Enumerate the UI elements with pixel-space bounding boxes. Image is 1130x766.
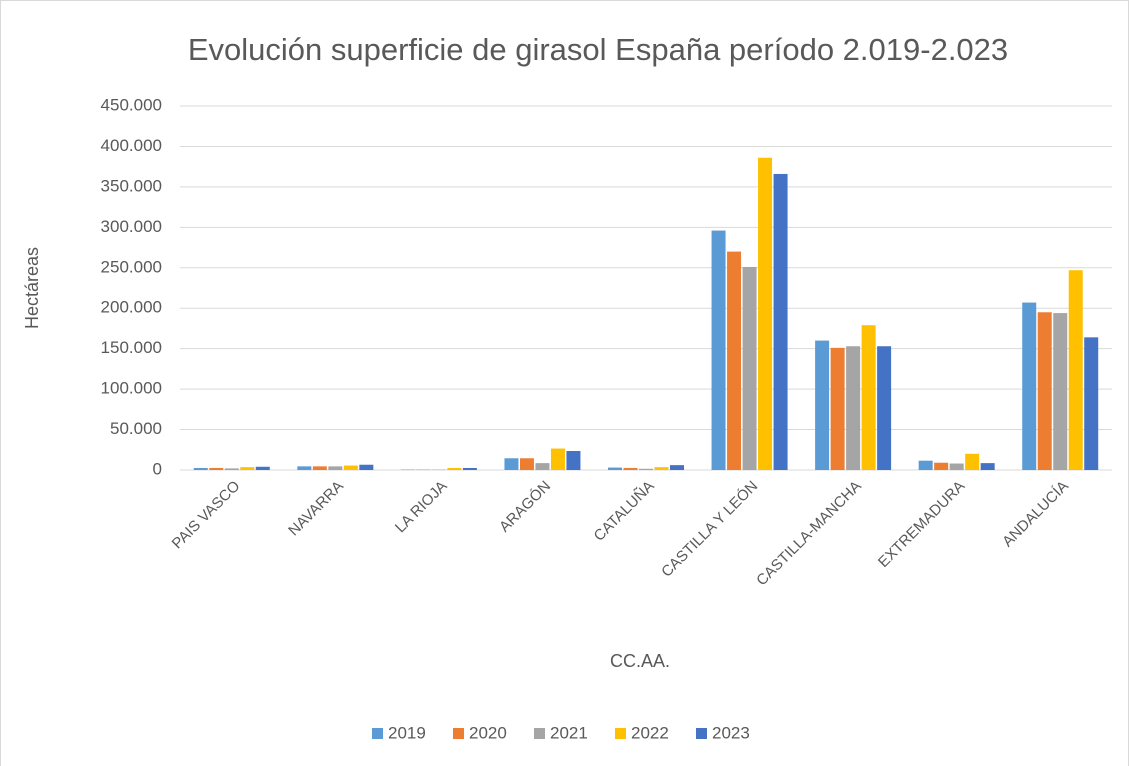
- x-axis-label: CC.AA.: [610, 651, 670, 671]
- y-tick-label: 200.000: [101, 298, 162, 317]
- y-tick-label: 400.000: [101, 136, 162, 155]
- bar: [861, 325, 876, 470]
- legend-label: 2022: [631, 723, 669, 742]
- bar: [758, 157, 773, 470]
- bar: [949, 463, 964, 470]
- y-tick-label: 300.000: [101, 217, 162, 236]
- bar: [550, 448, 565, 470]
- y-tick-label: 150.000: [101, 338, 162, 357]
- bar: [359, 464, 374, 470]
- legend-swatch: [534, 728, 545, 739]
- y-tick-label: 350.000: [101, 176, 162, 195]
- y-tick-label: 50.000: [110, 419, 162, 438]
- bar: [980, 463, 995, 470]
- y-tick-label: 0: [153, 459, 162, 478]
- bar: [209, 467, 224, 470]
- bar: [255, 466, 270, 470]
- bar: [711, 230, 726, 470]
- legend-swatch: [696, 728, 707, 739]
- bar: [193, 467, 208, 470]
- bar: [623, 467, 638, 470]
- bar: [1084, 337, 1099, 470]
- y-tick-label: 450.000: [101, 95, 162, 114]
- bar: [1022, 302, 1037, 470]
- bar: [343, 465, 358, 470]
- bar: [773, 173, 788, 471]
- bar: [240, 467, 255, 470]
- bar: [727, 251, 742, 470]
- bar: [830, 347, 845, 470]
- legend-label: 2023: [712, 723, 750, 742]
- bar: [312, 466, 327, 470]
- bar: [877, 346, 892, 470]
- bar: [846, 346, 861, 470]
- bar: [934, 462, 949, 470]
- bar: [224, 468, 239, 470]
- legend-swatch: [453, 728, 464, 739]
- bar: [965, 453, 980, 470]
- bar: [328, 466, 343, 470]
- y-axis-label: Hectáreas: [22, 247, 42, 329]
- legend-swatch: [615, 728, 626, 739]
- bar: [519, 458, 534, 470]
- bar: [297, 466, 312, 470]
- bar: [1053, 313, 1068, 470]
- bar: [815, 340, 830, 470]
- bar: [742, 266, 757, 470]
- bar: [918, 460, 933, 470]
- bar: [608, 467, 622, 470]
- bar: [504, 458, 519, 470]
- bar: [1037, 312, 1052, 470]
- chart-title: Evolución superficie de girasol España p…: [188, 32, 1008, 67]
- bar: [1068, 270, 1083, 470]
- legend-label: 2019: [388, 723, 426, 742]
- legend-label: 2021: [550, 723, 588, 742]
- bar: [535, 463, 550, 470]
- bar: [462, 467, 477, 470]
- bar: [566, 450, 581, 470]
- bar: [447, 467, 462, 470]
- bar: [654, 467, 669, 470]
- legend-swatch: [372, 728, 383, 739]
- y-tick-label: 250.000: [101, 257, 162, 276]
- bar: [670, 465, 684, 470]
- y-tick-label: 100.000: [101, 379, 162, 398]
- bar: [639, 468, 653, 470]
- legend-label: 2020: [469, 723, 507, 742]
